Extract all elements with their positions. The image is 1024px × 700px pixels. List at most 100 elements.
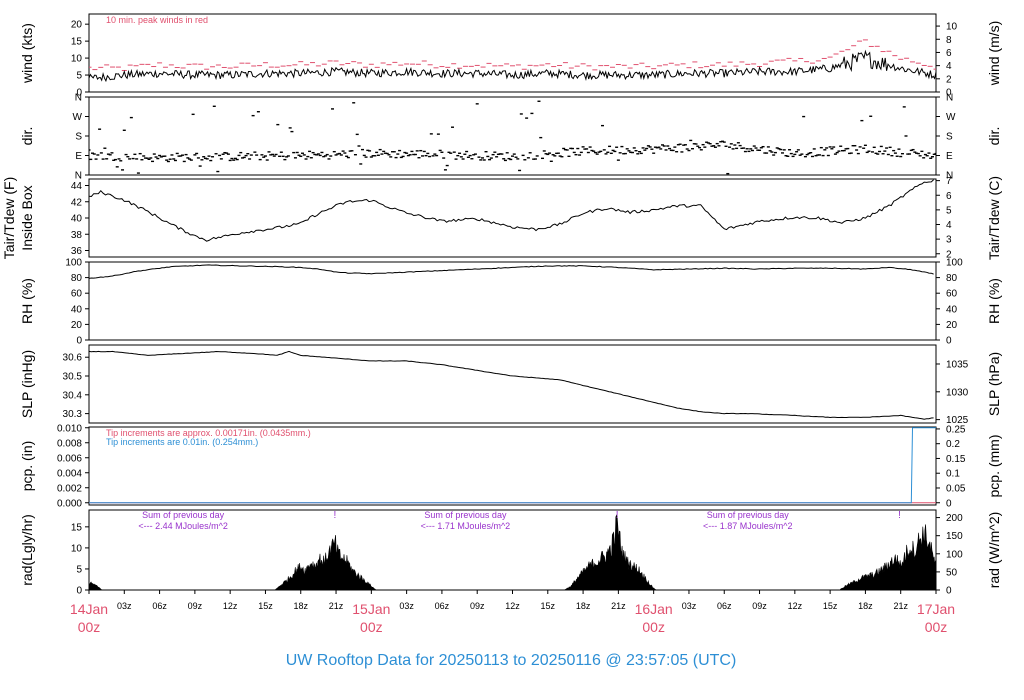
left-tick-label: 40	[71, 304, 83, 315]
radiation-area	[563, 514, 657, 590]
time-hour-label: 09z	[752, 601, 767, 611]
panel-plot	[89, 264, 934, 279]
time-hour-label: 06z	[435, 601, 450, 611]
right-tick-label: 1025	[946, 415, 969, 426]
time-hour-label: 21z	[893, 601, 908, 611]
y-axis-label: rad(Lgly/hr)	[19, 514, 35, 586]
right-tick-label: 0.05	[946, 483, 966, 494]
left-tick-label: 30.5	[63, 372, 83, 383]
time-hour-label: 18z	[858, 601, 873, 611]
right-tick-label: 4	[946, 61, 952, 72]
left-tick-label: 0	[76, 586, 82, 597]
panel-frame	[88, 426, 937, 506]
right-tick-label: 1035	[946, 359, 969, 370]
right-tick-label: 2	[946, 249, 952, 260]
left-tick-label: 80	[71, 273, 83, 284]
left-tick-label: 30.6	[63, 353, 83, 364]
time-hour-label: 06z	[152, 601, 167, 611]
left-tick-label: 0.002	[57, 483, 82, 494]
right-tick-label: 100	[946, 549, 963, 560]
time-hour-label: 12z	[788, 601, 803, 611]
y-axis-label-right: pcp. (mm)	[986, 435, 1002, 498]
precip-gauge-line	[89, 427, 936, 504]
right-tick-label: 0.25	[946, 424, 966, 435]
time-hour-label: 12z	[505, 601, 520, 611]
right-tick-label: N	[946, 171, 953, 182]
radiation-area	[89, 581, 103, 590]
time-hour-label: 18z	[576, 601, 591, 611]
right-tick-label: 0	[946, 88, 952, 99]
time-day-hour-label: 00z	[642, 619, 665, 635]
time-hour-label: 09z	[188, 601, 203, 611]
right-tick-label: 6	[946, 191, 952, 202]
right-tick-label: 50	[946, 567, 958, 578]
panel-plot	[89, 514, 936, 590]
y-axis-label: pcp. (in)	[19, 441, 35, 492]
panel-plot	[89, 100, 936, 175]
time-day-label: 16Jan	[635, 601, 673, 617]
y-axis-label: SLP (inHg)	[19, 350, 35, 418]
left-tick-label: 10	[71, 54, 83, 65]
time-hour-label: 03z	[682, 601, 697, 611]
right-tick-label: 0	[946, 586, 952, 597]
right-tick-label: 0.2	[946, 439, 960, 450]
radiation-marker: !	[898, 510, 901, 521]
y-axis-label-right: SLP (hPa)	[986, 352, 1002, 416]
time-hour-label: 03z	[399, 601, 414, 611]
panel-rh: 0 20 40 60 80 100 0 20 40 60 80 100 RH (%) RH (%)	[19, 258, 1002, 347]
left-tick-label: 36	[71, 246, 83, 257]
left-tick-label: E	[75, 151, 82, 162]
time-day-label: 17Jan	[917, 601, 955, 617]
right-tick-label: N	[946, 93, 953, 104]
time-hour-label: 21z	[611, 601, 626, 611]
time-hour-label: 15z	[258, 601, 273, 611]
precip-annotation-gauge: Tip increments are 0.01in. (0.254mm.)	[106, 437, 258, 447]
right-tick-label: S	[946, 132, 953, 143]
left-tick-label: N	[75, 93, 82, 104]
left-tick-label: 0.000	[57, 498, 82, 509]
panel-plot	[89, 39, 936, 83]
left-tick-label: N	[75, 171, 82, 182]
left-tick-label: 15	[71, 522, 83, 533]
right-tick-label: 6	[946, 48, 952, 59]
y-axis-label: Tair/Tdew (F)	[1, 177, 17, 259]
left-tick-label: 30.3	[63, 409, 83, 420]
right-tick-label: 5	[946, 205, 952, 216]
left-tick-label: W	[73, 112, 83, 123]
y-axis-label-right: Tair/Tdew (C)	[986, 176, 1002, 260]
y-axis-label: Inside Box	[19, 185, 35, 250]
right-tick-label: 150	[946, 531, 963, 542]
right-tick-label: E	[946, 151, 953, 162]
right-tick-label: 0	[946, 498, 952, 509]
y-axis-label: RH (%)	[19, 278, 35, 324]
right-tick-label: 0.15	[946, 454, 966, 465]
right-tick-label: 1030	[946, 387, 969, 398]
right-tick-label: 80	[946, 273, 958, 284]
temp-line	[89, 179, 934, 242]
radiation-sum-value: <--- 1.71 MJoules/m^2	[421, 521, 511, 531]
right-tick-label: 10	[946, 22, 958, 33]
panel-frame	[88, 344, 937, 424]
left-tick-label: 0.008	[57, 438, 82, 449]
time-day-label: 14Jan	[70, 601, 108, 617]
right-tick-label: 7	[946, 176, 952, 187]
left-tick-label: 44	[71, 181, 83, 192]
panel-pcp: 0.000 0.002 0.004 0.006 0.008 0.010 0 0.05 0.1 0.…	[19, 423, 1002, 509]
left-tick-label: 0.006	[57, 453, 82, 464]
left-tick-label: 20	[71, 320, 83, 331]
right-tick-label: 0.1	[946, 469, 960, 480]
time-hour-label: 09z	[470, 601, 485, 611]
panel-plot	[89, 427, 936, 504]
left-tick-label: 0.004	[57, 468, 82, 479]
panel-frame	[88, 96, 937, 176]
time-axis: 14Jan 00z 03z 06z 09z 12z 15z 18z 21z 15Jan 00z 03z…	[70, 590, 955, 635]
time-day-hour-label: 00z	[78, 619, 101, 635]
slp-line	[89, 350, 934, 420]
y-axis-label-right: dir.	[986, 127, 1002, 146]
left-tick-label: 10	[71, 543, 83, 554]
panel-frame	[88, 261, 937, 341]
time-hour-label: 15z	[823, 601, 838, 611]
